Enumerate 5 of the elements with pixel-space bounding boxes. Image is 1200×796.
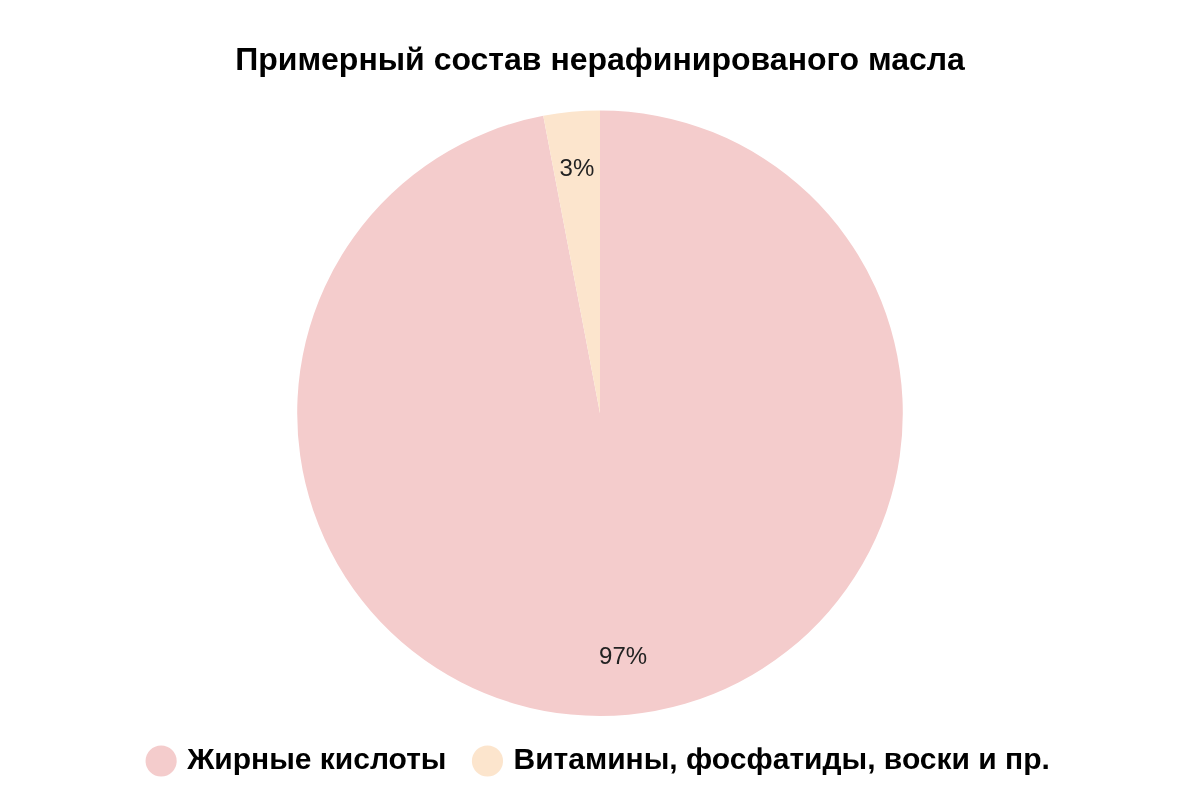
chart-title: Примерный состав нерафинированого масла (235, 41, 966, 78)
legend-label: Витамины, фосфатиды, воски и пр. (513, 742, 1050, 776)
data-label: 97% (599, 642, 648, 669)
legend-label: Жирные кислоты (186, 742, 447, 776)
data-label: 3% (559, 153, 595, 181)
